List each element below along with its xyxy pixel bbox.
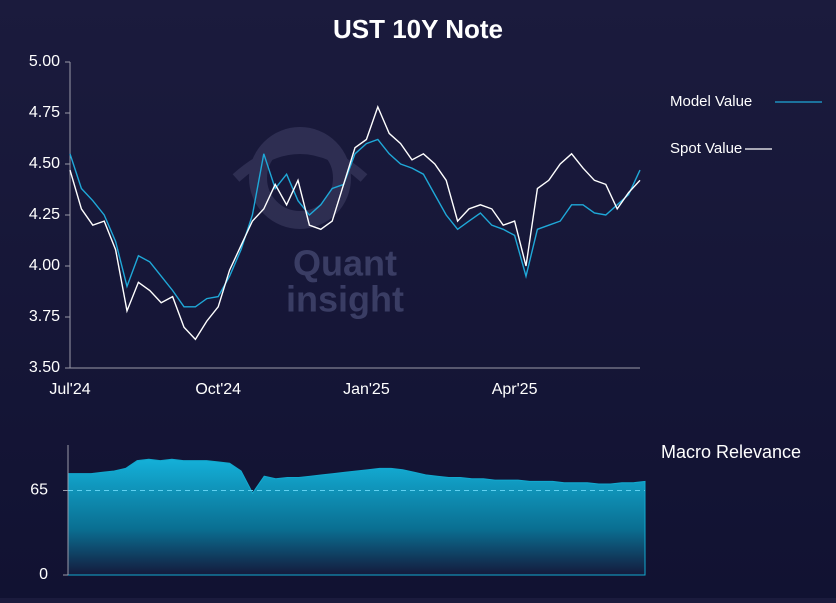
y-tick-label: 4.25 xyxy=(29,206,60,223)
watermark-text: Quant xyxy=(293,243,397,284)
y-tick-label: 5.00 xyxy=(29,53,60,70)
y-tick-label: 3.75 xyxy=(29,308,60,325)
y-tick-label: 4.75 xyxy=(29,104,60,121)
series-line xyxy=(69,104,641,341)
area xyxy=(67,458,646,576)
y-tick-label: 3.50 xyxy=(29,359,60,376)
chart-title: UST 10Y Note xyxy=(333,14,503,44)
y-tick-label: 4.00 xyxy=(29,257,60,274)
y-tick-label: 65 xyxy=(30,482,48,499)
watermark-text: insight xyxy=(286,279,404,320)
y-tick-label: 4.50 xyxy=(29,155,60,172)
panel-title: Macro Relevance xyxy=(661,442,801,462)
series-line xyxy=(69,138,641,308)
x-tick-label: Jul'24 xyxy=(49,381,90,398)
legend-label: Spot Value xyxy=(670,140,742,157)
x-tick-label: Apr'25 xyxy=(492,381,538,398)
legend-label: Model Value xyxy=(670,93,752,110)
x-tick-label: Oct'24 xyxy=(195,381,241,398)
x-tick-label: Jan'25 xyxy=(343,381,390,398)
watermark-logo xyxy=(232,127,368,229)
y-tick-label: 0 xyxy=(39,566,48,583)
